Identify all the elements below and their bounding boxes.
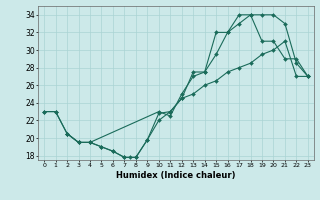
- X-axis label: Humidex (Indice chaleur): Humidex (Indice chaleur): [116, 171, 236, 180]
